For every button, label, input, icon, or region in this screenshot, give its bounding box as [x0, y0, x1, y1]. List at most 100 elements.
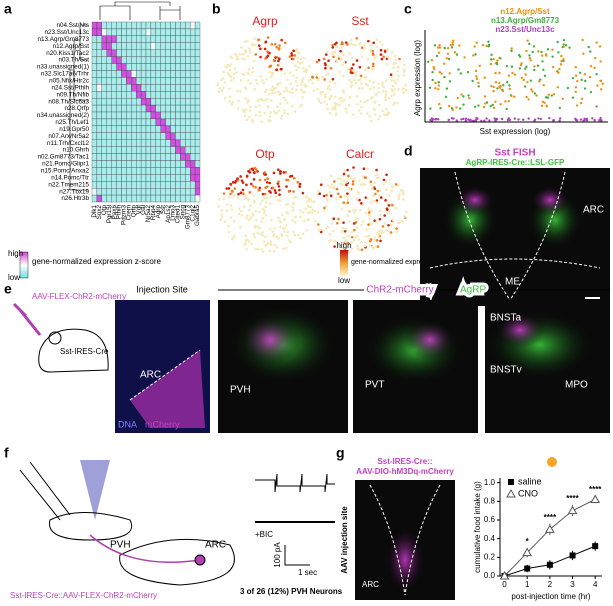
heatmap-cell	[101, 42, 107, 50]
cell-dot	[338, 103, 341, 107]
heatmap-cell	[101, 125, 107, 133]
cell-dot	[373, 113, 377, 116]
section-label: AgRP	[460, 285, 486, 296]
cell-dot	[253, 37, 256, 41]
heatmap-cell	[150, 35, 156, 43]
cell-dot	[437, 84, 440, 87]
cell-dot	[292, 74, 295, 78]
heatmap-cell	[121, 188, 127, 196]
cell-dot	[222, 70, 225, 74]
cell-dot	[254, 224, 257, 228]
cell-dot	[471, 79, 474, 83]
heatmap-cell	[160, 125, 166, 133]
cell-dot	[357, 248, 361, 252]
cell-dot	[382, 85, 385, 89]
cell-dot	[230, 103, 234, 106]
cell-dot	[346, 214, 350, 217]
cell-dot	[251, 184, 255, 188]
heatmap-cell	[170, 118, 176, 126]
cell-dot	[349, 68, 352, 72]
cell-dot	[301, 90, 305, 93]
heatmap-cell	[126, 21, 132, 30]
heatmap-cell	[111, 49, 117, 57]
cell-dot	[595, 105, 598, 108]
heatmap-cell	[180, 28, 186, 36]
cell-dot	[342, 236, 346, 240]
cell-dot	[373, 219, 376, 223]
heatmap-cell	[116, 132, 122, 140]
cell-dot	[240, 179, 244, 182]
region-label: BNSTa	[490, 313, 522, 324]
cell-dot	[269, 191, 272, 194]
cell-dot	[402, 70, 406, 74]
heatmap-cell	[175, 132, 181, 140]
cell-dot	[383, 95, 387, 99]
cell-dot	[253, 199, 256, 202]
heatmap-cell	[185, 28, 191, 36]
cell-dot	[241, 53, 245, 56]
heatmap-cell	[91, 77, 98, 85]
cell-dot	[334, 108, 337, 111]
cell-dot	[394, 206, 398, 210]
heatmap-cell	[145, 35, 152, 43]
heatmap-cell	[101, 28, 107, 36]
heatmap-cell	[136, 153, 142, 161]
cell-dot	[278, 188, 281, 192]
heatmap-cell	[101, 104, 107, 113]
heatmap-cell	[170, 28, 176, 36]
heatmap-cell	[175, 49, 181, 57]
cell-dot	[489, 104, 492, 108]
cell-dot	[371, 187, 374, 191]
cell-dot	[239, 78, 243, 82]
cell-dot	[254, 209, 258, 213]
heatmap-cell	[194, 174, 201, 182]
cell-dot	[283, 111, 286, 115]
heatmap-cell	[126, 118, 132, 126]
column-label: Otp	[101, 205, 108, 216]
heatmap-cell	[180, 21, 186, 30]
cell-dot	[283, 72, 287, 75]
heatmap-cell	[170, 153, 176, 161]
heatmap-cell	[165, 104, 171, 113]
cell-dot	[377, 176, 380, 180]
cell-dot	[251, 42, 255, 45]
heatmap-cell	[136, 104, 142, 113]
heatmap-cell	[150, 111, 156, 120]
cell-dot	[294, 88, 298, 92]
cell-dot	[222, 192, 226, 195]
heatmap-cell	[150, 125, 156, 133]
heatmap-cell	[155, 42, 161, 50]
cell-dot	[256, 99, 260, 103]
cell-dot	[330, 222, 334, 225]
cell-dot	[527, 98, 530, 101]
cell-dot	[309, 78, 313, 82]
cell-dot	[576, 79, 579, 83]
heatmap-cell	[190, 188, 196, 196]
cell-dot	[436, 118, 440, 121]
heatmap-cell	[194, 21, 201, 30]
heatmap-cell	[180, 84, 186, 92]
cell-dot	[327, 59, 330, 62]
cell-dot	[301, 232, 305, 236]
cell-dot	[339, 49, 342, 53]
cell-dot	[340, 99, 344, 103]
heatmap-cell	[106, 21, 112, 30]
heatmap-cell	[160, 160, 166, 168]
cell-dot	[336, 245, 340, 249]
cell-dot	[551, 48, 554, 51]
heatmap-cell	[116, 77, 122, 85]
cell-dot	[558, 119, 561, 122]
cell-dot	[405, 210, 408, 214]
cell-dot	[328, 111, 332, 115]
marker	[524, 565, 531, 572]
cell-dot	[532, 45, 536, 48]
cell-dot	[510, 65, 514, 68]
heatmap-cell	[155, 194, 161, 203]
cell-dot	[249, 216, 253, 219]
cell-dot	[333, 82, 337, 85]
cell-dot	[226, 63, 230, 67]
cell-dot	[264, 214, 268, 217]
heatmap-cell	[131, 42, 137, 50]
x-tick-label: 2	[548, 580, 553, 589]
cell-dot	[467, 118, 470, 121]
